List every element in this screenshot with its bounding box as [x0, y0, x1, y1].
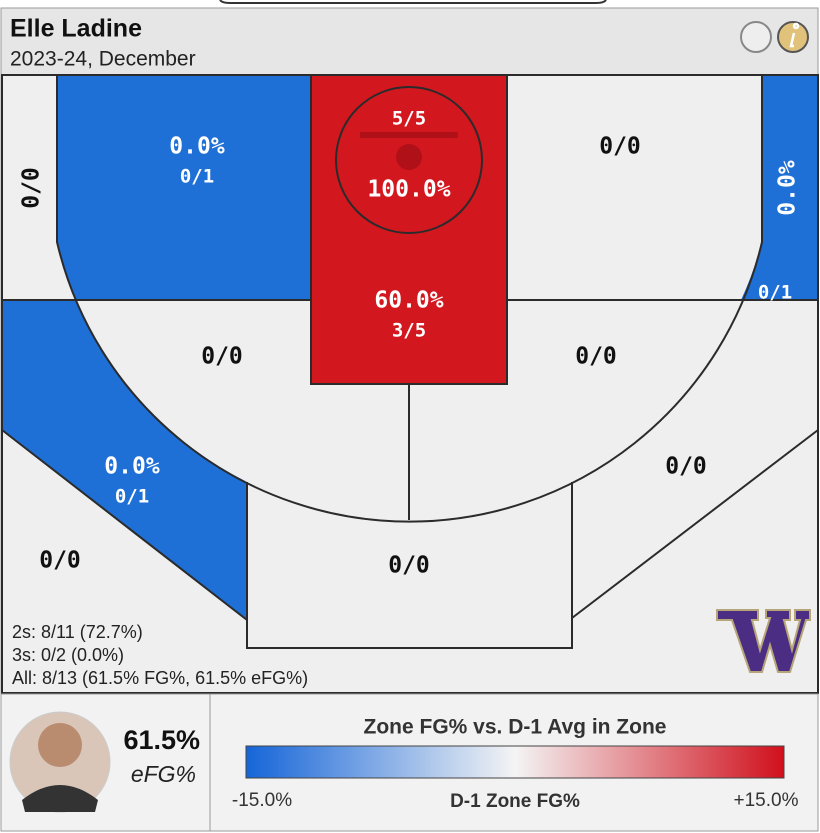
stat-line: All: 8/13 (61.5% FG%, 61.5% eFG%) [12, 668, 308, 688]
zone-ratio: 0/0 [665, 454, 707, 480]
zone-ratio: 0/0 [19, 167, 45, 209]
info-icon [789, 22, 800, 48]
legend-title: Zone FG% vs. D-1 Avg in Zone [364, 716, 667, 739]
zone-ratio: 5/5 [392, 108, 426, 130]
player-name: Elle Ladine [10, 15, 142, 43]
zone-ratio: 0/0 [388, 553, 430, 579]
zone-pct: 0.0% [169, 134, 225, 160]
player-photo-face [38, 723, 82, 767]
zone-pct: 60.0% [374, 288, 443, 314]
top-edge [219, 0, 607, 4]
zone-lines [1, 299, 819, 649]
zone-ratio: 0/0 [575, 344, 617, 370]
zone-pct: 0.0% [775, 160, 801, 216]
scale-min: -15.0% [232, 790, 292, 811]
zone-ratio: 3/5 [392, 320, 426, 342]
zone-ratio: 0/0 [599, 134, 641, 160]
subtitle: 2023-24, December [10, 48, 196, 71]
zone-fill [57, 75, 311, 300]
team-logo [716, 609, 811, 673]
efg-label: eFG% [131, 761, 196, 787]
stat-line: 2s: 8/11 (72.7%) [12, 622, 143, 642]
three-point-line [56, 75, 763, 523]
zone-fill [741, 75, 818, 300]
zone-pct: 0.0% [104, 454, 160, 480]
scale-axis-label: D-1 Zone FG% [450, 791, 580, 812]
color-scale [245, 745, 785, 779]
toggle-button[interactable] [740, 21, 772, 53]
stat-line: 3s: 0/2 (0.0%) [12, 645, 124, 665]
hoop [396, 144, 422, 170]
zone-pct: 100.0% [367, 177, 450, 203]
zone-ratio: 0/1 [180, 166, 214, 188]
zone-ratio: 0/1 [758, 282, 792, 304]
player-photo-body [22, 785, 98, 812]
zone-ratio: 0/0 [201, 344, 243, 370]
zone-ratio: 0/0 [39, 548, 81, 574]
efg-value: 61.5% [123, 725, 200, 755]
scale-max: +15.0% [734, 790, 799, 811]
court-border [1, 74, 819, 694]
zone-fill [2, 300, 247, 620]
restricted-circle [335, 86, 483, 234]
zone-ratio: 0/1 [115, 486, 149, 508]
